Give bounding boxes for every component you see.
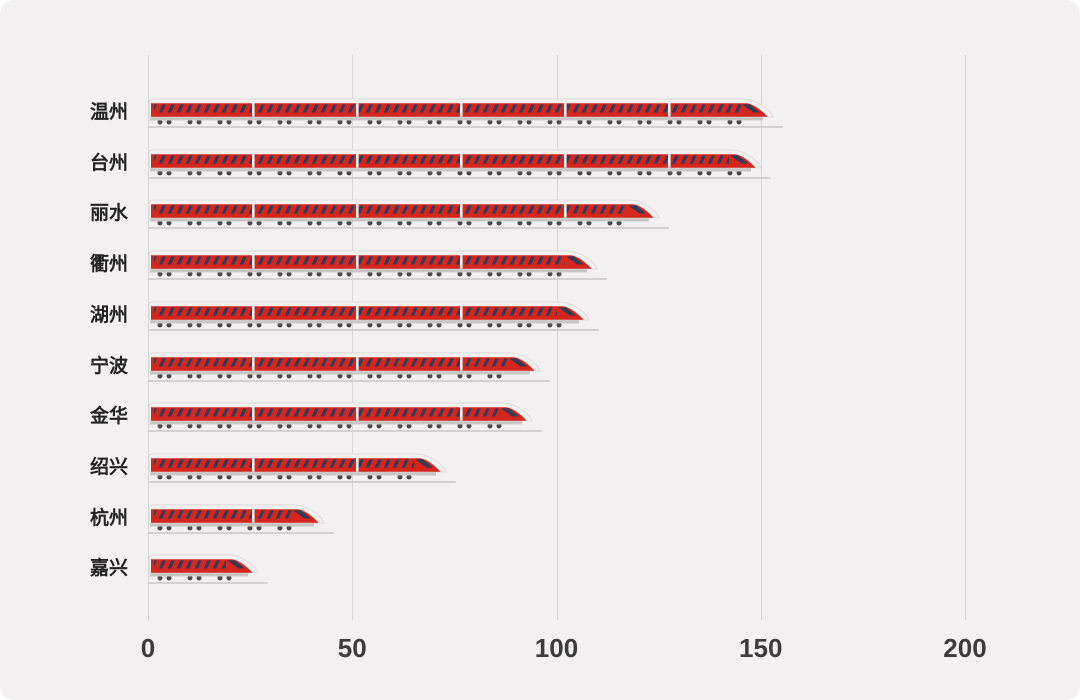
bar-row (148, 197, 669, 236)
category-label: 嘉兴 (89, 558, 128, 580)
train-bar (148, 199, 669, 230)
gridline (148, 55, 149, 620)
x-tick-label: 200 (943, 633, 987, 663)
x-tick-label: 50 (337, 633, 367, 663)
category-label: 台州 (89, 152, 128, 174)
gridline (352, 55, 354, 620)
category-label: 衢州 (89, 254, 128, 276)
bar-row (148, 248, 607, 287)
x-tick-label: 0 (140, 633, 156, 663)
bar-row (148, 451, 456, 490)
train-bar (148, 554, 268, 585)
category-label: 温州 (89, 102, 128, 123)
gridline (556, 55, 558, 620)
train-bar (148, 453, 456, 483)
train-bar (148, 504, 334, 534)
bar-row (148, 147, 771, 186)
bar-row (148, 299, 599, 338)
gridline (965, 55, 966, 620)
category-label: 丽水 (89, 203, 128, 225)
train-bar (148, 301, 599, 331)
category-label: 宁波 (89, 355, 128, 377)
gridline (760, 55, 762, 620)
category-label: 绍兴 (89, 456, 128, 478)
train-bar (148, 352, 550, 382)
train-bar (148, 98, 783, 128)
x-tick-label: 100 (534, 633, 579, 663)
bar-row (148, 350, 550, 389)
bar-row (148, 400, 542, 439)
train-bar (148, 149, 771, 179)
train-bar (148, 402, 542, 433)
bar-row (148, 502, 334, 541)
bar-row (148, 552, 268, 591)
train-bar (148, 250, 607, 281)
category-label: 杭州 (89, 507, 128, 529)
category-label: 湖州 (89, 304, 128, 326)
bar-row (148, 96, 783, 135)
x-tick-label: 150 (739, 633, 783, 663)
category-label: 金华 (89, 406, 128, 428)
